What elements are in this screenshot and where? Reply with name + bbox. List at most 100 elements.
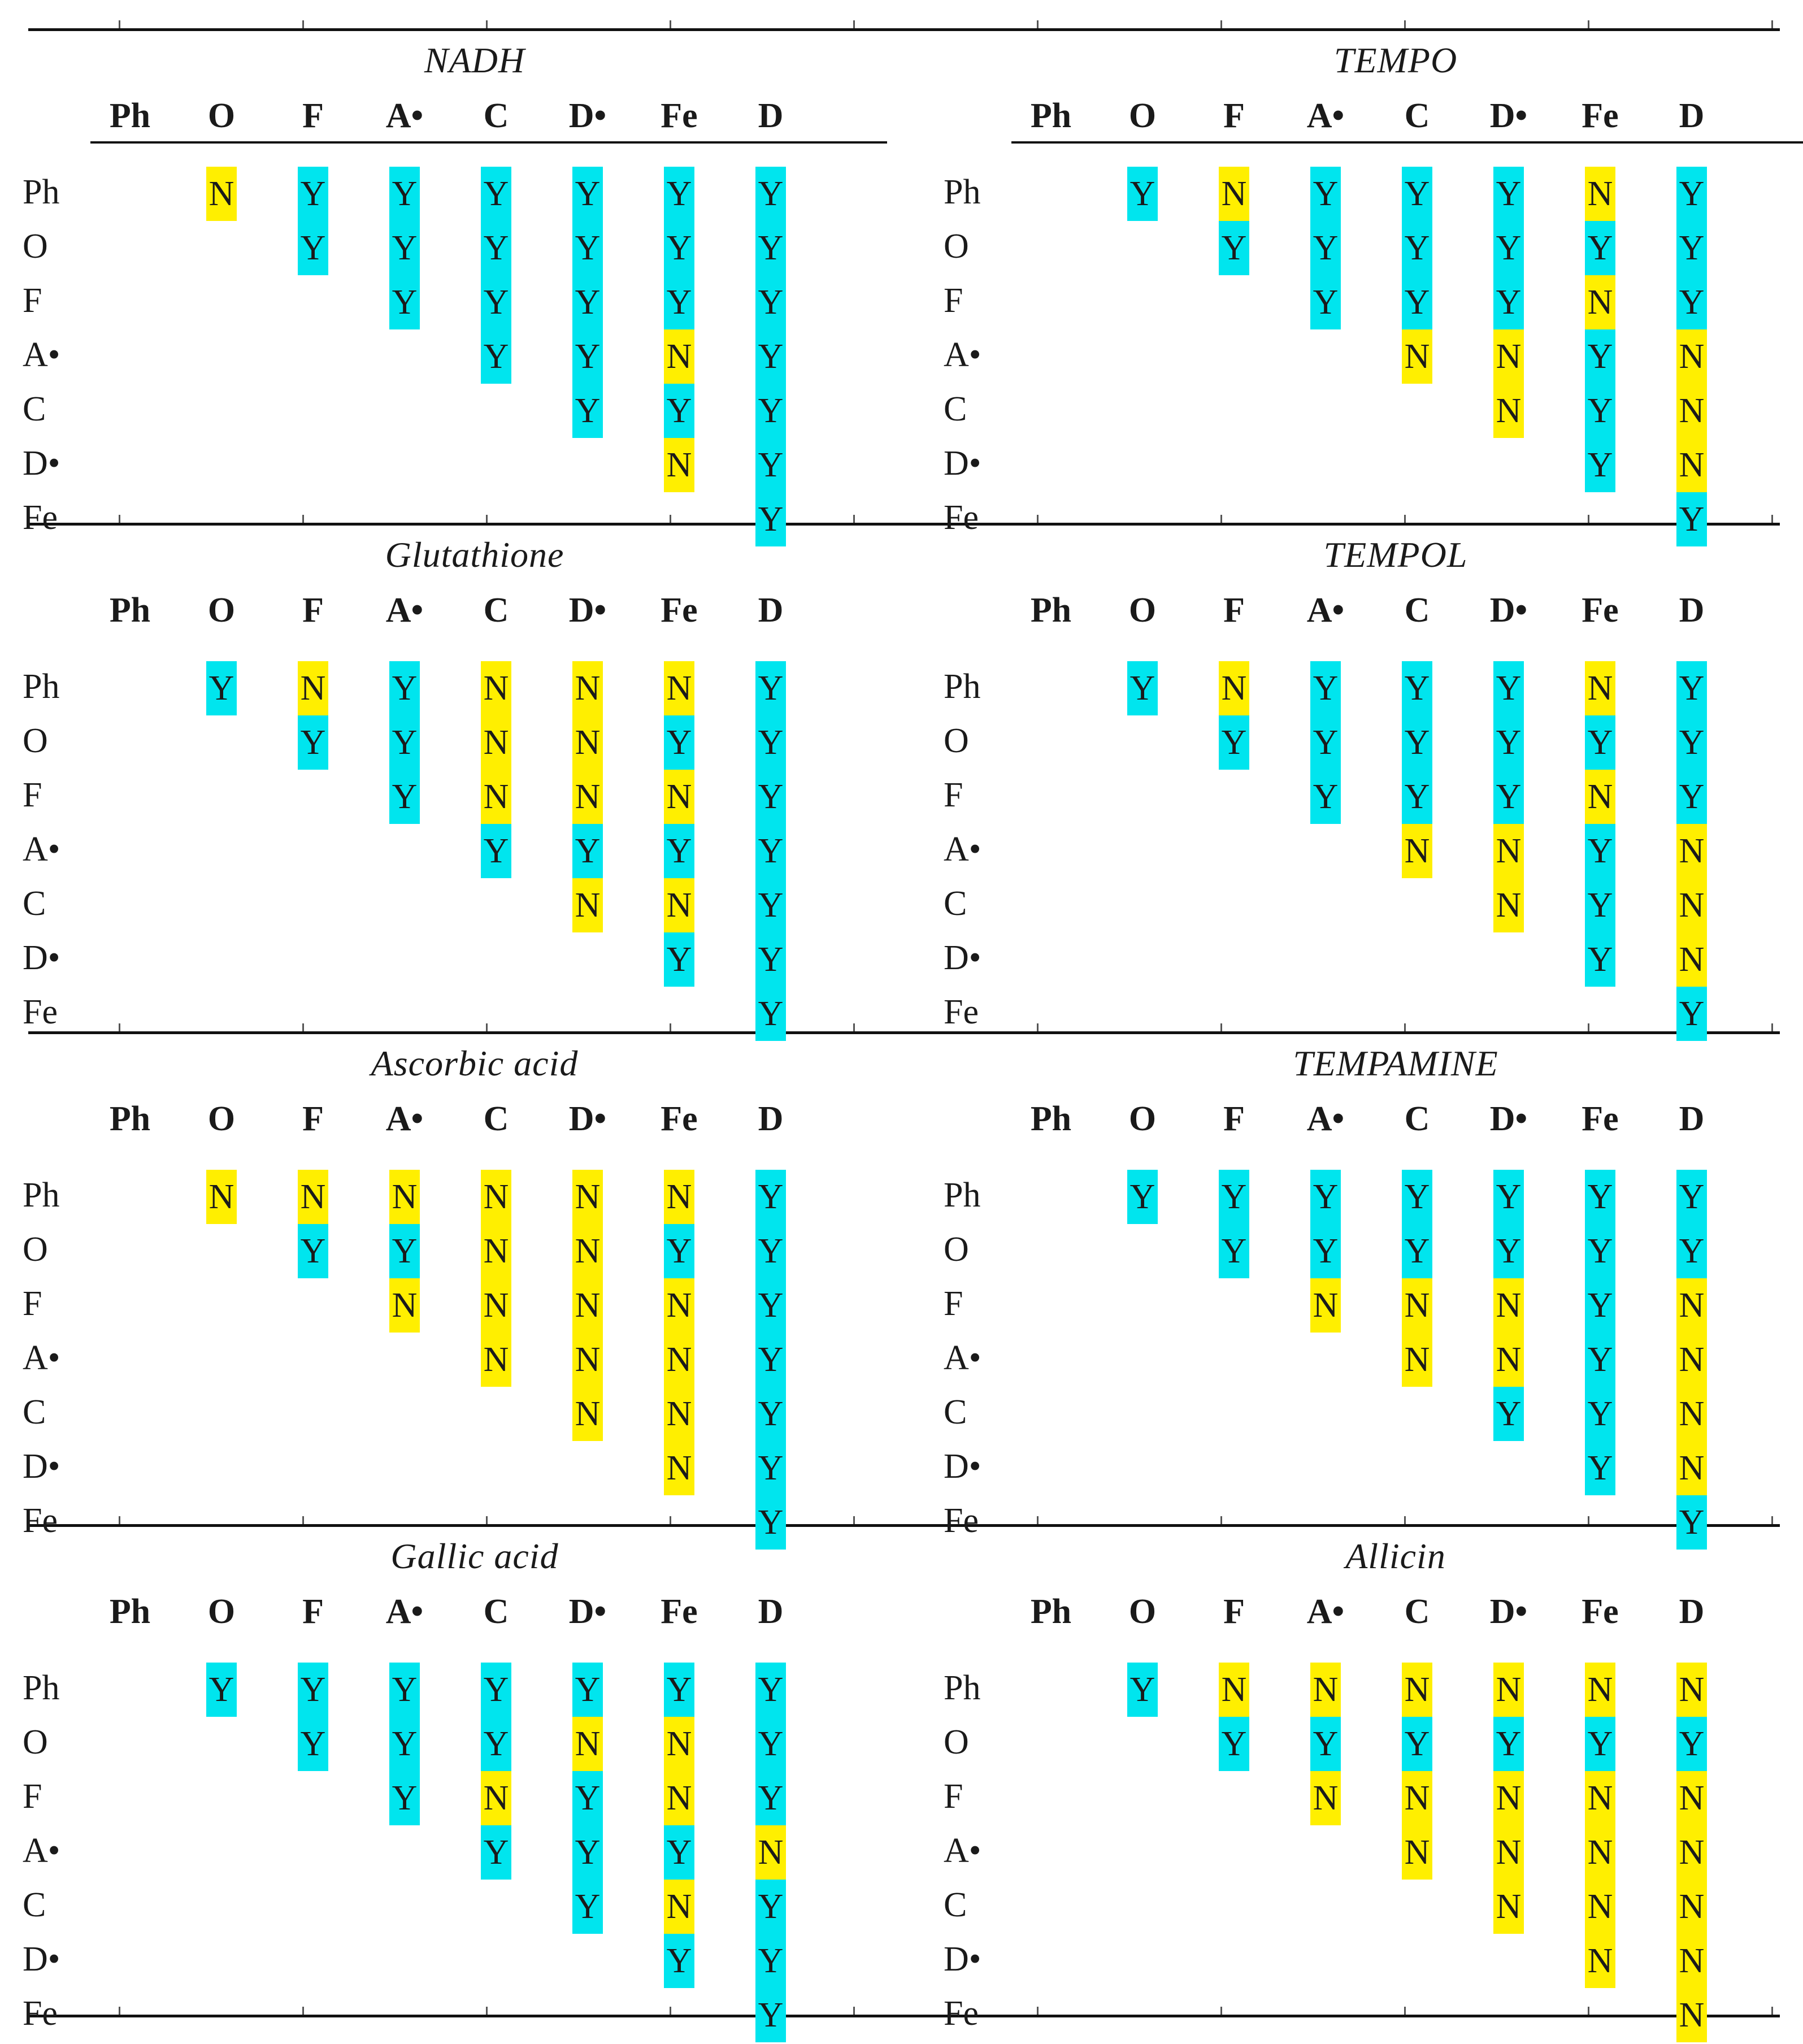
rule-tick — [119, 1516, 120, 1524]
matrix-cell: Y — [1402, 275, 1432, 329]
matrix-cell: Y — [572, 167, 603, 221]
column-header: D — [1679, 97, 1705, 135]
rule-tick — [670, 2007, 671, 2015]
row-label: C — [23, 1393, 46, 1431]
column-header: A• — [385, 591, 424, 630]
column-header: Ph — [109, 1592, 151, 1631]
matrix-cell: Y — [1219, 1224, 1249, 1278]
section-divider — [28, 1031, 1780, 1034]
rule-tick — [1404, 20, 1406, 28]
column-header: C — [1404, 1592, 1430, 1631]
matrix-cell: Y — [1676, 770, 1707, 824]
matrix-cell: Y — [1585, 1224, 1615, 1278]
rule-tick — [1404, 515, 1406, 523]
matrix-cell: N — [1402, 1771, 1432, 1825]
header-underline — [1011, 141, 1803, 144]
rule-tick — [1588, 20, 1589, 28]
matrix-cell: Y — [389, 770, 420, 824]
row-label: O — [944, 227, 969, 266]
matrix-cell: N — [389, 1278, 420, 1333]
rule-tick — [119, 2007, 120, 2015]
matrix-cell: N — [206, 1170, 237, 1224]
matrix-cell: Y — [755, 275, 786, 329]
matrix-cell: Y — [1402, 1224, 1432, 1278]
column-header: C — [483, 1592, 509, 1631]
panel-tempo: TEMPO Ph O F A• C D• Fe D Ph Y N Y Y Y N Y O Y Y Y Y Y Y F Y Y Y N Y A… — [921, 28, 1803, 546]
matrix-cell: Y — [1402, 221, 1432, 275]
matrix-cell: Y — [1310, 221, 1341, 275]
row-label: A• — [944, 336, 981, 374]
matrix-cell: Y — [755, 1880, 786, 1934]
matrix-cell: N — [572, 715, 603, 770]
matrix-cell: N — [1676, 1333, 1707, 1387]
matrix-cell: N — [1402, 1333, 1432, 1387]
matrix-cell: N — [1676, 438, 1707, 492]
column-header: C — [483, 591, 509, 630]
matrix-cell: Y — [481, 1825, 511, 1880]
rule-tick — [486, 2007, 488, 2015]
matrix-cell: N — [1585, 1880, 1615, 1934]
rule-tick — [1037, 1023, 1039, 1031]
matrix-cell: N — [572, 1170, 603, 1224]
matrix-cell: Y — [298, 167, 328, 221]
rule-tick — [1771, 1023, 1773, 1031]
rule-tick — [302, 1516, 304, 1524]
column-header: A• — [385, 1100, 424, 1138]
matrix-cell: Y — [755, 1441, 786, 1495]
panel-title: TEMPO — [1333, 40, 1458, 80]
column-header: O — [207, 591, 236, 630]
matrix-cell: N — [1493, 1825, 1524, 1880]
matrix-cell: Y — [1493, 661, 1524, 715]
matrix-cell: Y — [1493, 221, 1524, 275]
row-label: A• — [23, 1339, 60, 1377]
matrix-cell: N — [572, 1387, 603, 1441]
matrix-cell: Y — [1310, 770, 1341, 824]
rule-tick — [1588, 515, 1589, 523]
row-label: A• — [944, 830, 981, 869]
column-header: Fe — [1582, 1100, 1619, 1138]
row-label: D• — [944, 1940, 981, 1978]
matrix-cell: Y — [755, 1663, 786, 1717]
column-header: D — [758, 97, 784, 135]
matrix-cell: Y — [755, 1224, 786, 1278]
matrix-cell: N — [1585, 275, 1615, 329]
column-header: Fe — [1582, 1592, 1619, 1631]
matrix-cell: Y — [1676, 987, 1707, 1041]
column-header: D• — [568, 591, 607, 630]
column-header: D• — [1489, 591, 1528, 630]
row-label: O — [23, 1230, 48, 1269]
header-underline — [90, 141, 887, 144]
matrix-cell: N — [1676, 1663, 1707, 1717]
matrix-cell: Y — [1676, 661, 1707, 715]
matrix-cell: Y — [755, 715, 786, 770]
column-header: Ph — [109, 591, 151, 630]
matrix-cell: Y — [1310, 1170, 1341, 1224]
row-label: C — [944, 1393, 967, 1431]
column-header: A• — [1306, 1100, 1345, 1138]
column-header: O — [207, 1592, 236, 1631]
column-header: F — [302, 591, 324, 630]
matrix-cell: N — [1585, 661, 1615, 715]
row-label: Ph — [23, 667, 60, 706]
matrix-cell: N — [664, 438, 694, 492]
column-header: Fe — [1582, 591, 1619, 630]
matrix-cell: Y — [206, 661, 237, 715]
row-label: C — [23, 390, 46, 428]
rule-tick — [1220, 1516, 1222, 1524]
row-label: O — [944, 1230, 969, 1269]
row-label: D• — [23, 939, 60, 977]
matrix-cell: Y — [481, 221, 511, 275]
matrix-cell: Y — [1127, 167, 1158, 221]
matrix-cell: N — [481, 715, 511, 770]
column-header: Fe — [661, 97, 698, 135]
matrix-cell: Y — [755, 824, 786, 878]
rule-tick — [302, 1023, 304, 1031]
matrix-cell: N — [755, 1825, 786, 1880]
matrix-cell: Y — [1585, 1441, 1615, 1495]
rule-tick — [119, 20, 120, 28]
matrix-cell: Y — [755, 167, 786, 221]
matrix-cell: N — [664, 1333, 694, 1387]
matrix-cell: Y — [572, 1771, 603, 1825]
matrix-cell: Y — [1493, 715, 1524, 770]
row-label: A• — [23, 336, 60, 374]
